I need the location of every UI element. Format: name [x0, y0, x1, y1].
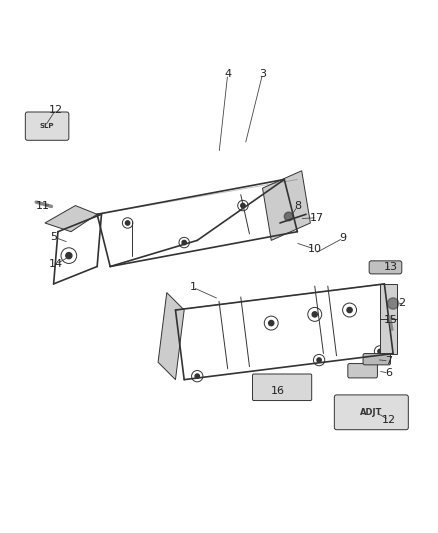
Text: 15: 15 [384, 314, 398, 325]
FancyBboxPatch shape [25, 112, 69, 140]
Circle shape [284, 212, 293, 221]
Text: 3: 3 [259, 69, 266, 79]
Text: 10: 10 [308, 244, 322, 254]
Text: 1: 1 [189, 282, 196, 293]
Circle shape [195, 374, 199, 378]
Text: 16: 16 [271, 386, 285, 397]
Text: 2: 2 [398, 298, 405, 309]
Text: ADJT: ADJT [360, 408, 382, 417]
Text: 13: 13 [384, 262, 398, 271]
FancyBboxPatch shape [253, 374, 312, 400]
Text: 14: 14 [49, 260, 63, 269]
Circle shape [317, 358, 321, 362]
Circle shape [66, 253, 72, 259]
Text: 6: 6 [385, 368, 392, 378]
Text: SLP: SLP [40, 123, 54, 130]
Circle shape [182, 240, 186, 245]
Text: 11: 11 [36, 200, 50, 211]
Circle shape [241, 204, 245, 208]
Circle shape [312, 312, 318, 317]
Text: 8: 8 [294, 201, 301, 212]
Circle shape [125, 221, 130, 225]
Text: 9: 9 [339, 233, 346, 243]
Circle shape [378, 349, 382, 353]
Text: 7: 7 [385, 356, 392, 366]
Polygon shape [380, 284, 397, 353]
Text: 4: 4 [224, 69, 231, 79]
Polygon shape [158, 293, 184, 379]
FancyBboxPatch shape [334, 395, 408, 430]
Polygon shape [45, 206, 97, 232]
Text: 17: 17 [310, 213, 324, 223]
Circle shape [388, 298, 399, 309]
Text: 12: 12 [381, 415, 396, 425]
FancyBboxPatch shape [363, 353, 391, 365]
Circle shape [268, 320, 274, 326]
FancyBboxPatch shape [348, 364, 378, 378]
FancyBboxPatch shape [369, 261, 402, 274]
Polygon shape [262, 171, 311, 240]
Circle shape [347, 308, 352, 313]
Text: 5: 5 [50, 232, 57, 242]
Text: 12: 12 [49, 105, 63, 115]
